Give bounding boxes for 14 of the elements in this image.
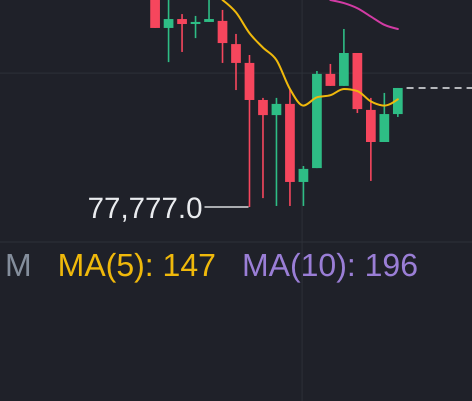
candlestick: [298, 165, 308, 207]
text: M: [5, 247, 32, 283]
candlestick: [258, 97, 268, 199]
candlestick: [326, 63, 336, 87]
candlestick: [231, 33, 241, 91]
candlestick: [272, 97, 282, 207]
candlestick: [204, 0, 214, 23]
text: MA(10): 196: [242, 247, 418, 283]
candlestick: [190, 15, 200, 39]
text: MA(5): 147: [58, 247, 216, 283]
annotation: 77,777.0: [88, 192, 202, 225]
candlestick: [164, 0, 174, 63]
candlestick: [177, 13, 187, 53]
candlestick: [218, 9, 228, 64]
